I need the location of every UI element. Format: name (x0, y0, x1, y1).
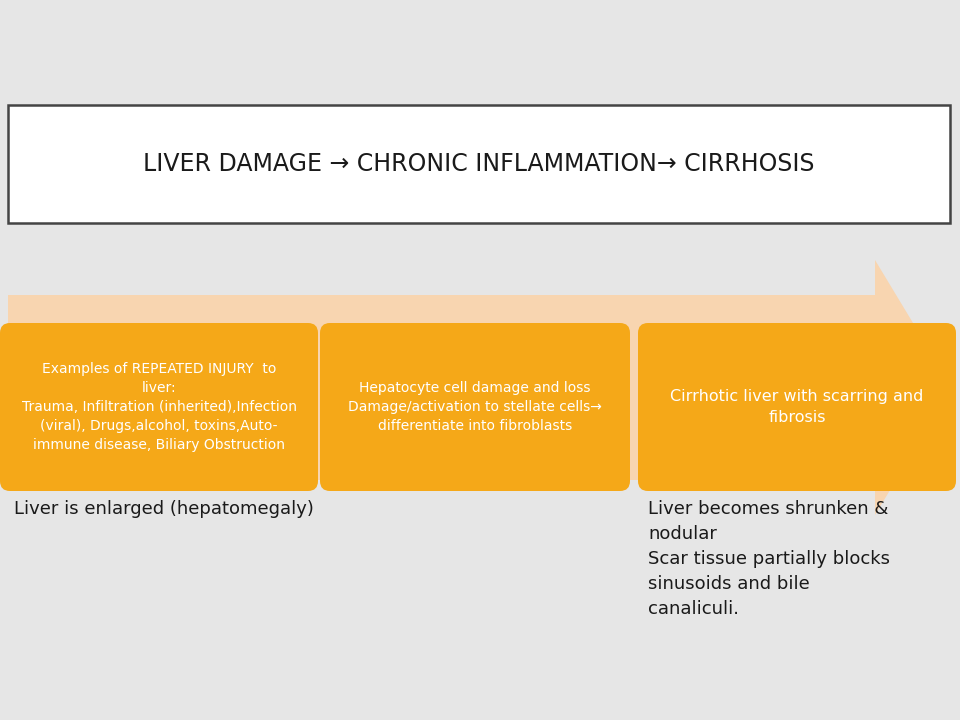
FancyBboxPatch shape (8, 105, 950, 223)
Text: Liver is enlarged (hepatomegaly): Liver is enlarged (hepatomegaly) (14, 500, 314, 518)
Text: Liver becomes shrunken &
nodular
Scar tissue partially blocks
sinusoids and bile: Liver becomes shrunken & nodular Scar ti… (648, 500, 890, 618)
FancyBboxPatch shape (0, 323, 318, 491)
FancyBboxPatch shape (320, 323, 630, 491)
Polygon shape (8, 260, 952, 515)
Text: Hepatocyte cell damage and loss
Damage/activation to stellate cells→
differentia: Hepatocyte cell damage and loss Damage/a… (348, 381, 602, 433)
Text: LIVER DAMAGE → CHRONIC INFLAMMATION→ CIRRHOSIS: LIVER DAMAGE → CHRONIC INFLAMMATION→ CIR… (143, 152, 815, 176)
Text: Examples of REPEATED INJURY  to
liver:
Trauma, Infiltration (inherited),Infectio: Examples of REPEATED INJURY to liver: Tr… (21, 362, 297, 452)
Text: Cirrhotic liver with scarring and
fibrosis: Cirrhotic liver with scarring and fibros… (670, 390, 924, 425)
FancyBboxPatch shape (638, 323, 956, 491)
